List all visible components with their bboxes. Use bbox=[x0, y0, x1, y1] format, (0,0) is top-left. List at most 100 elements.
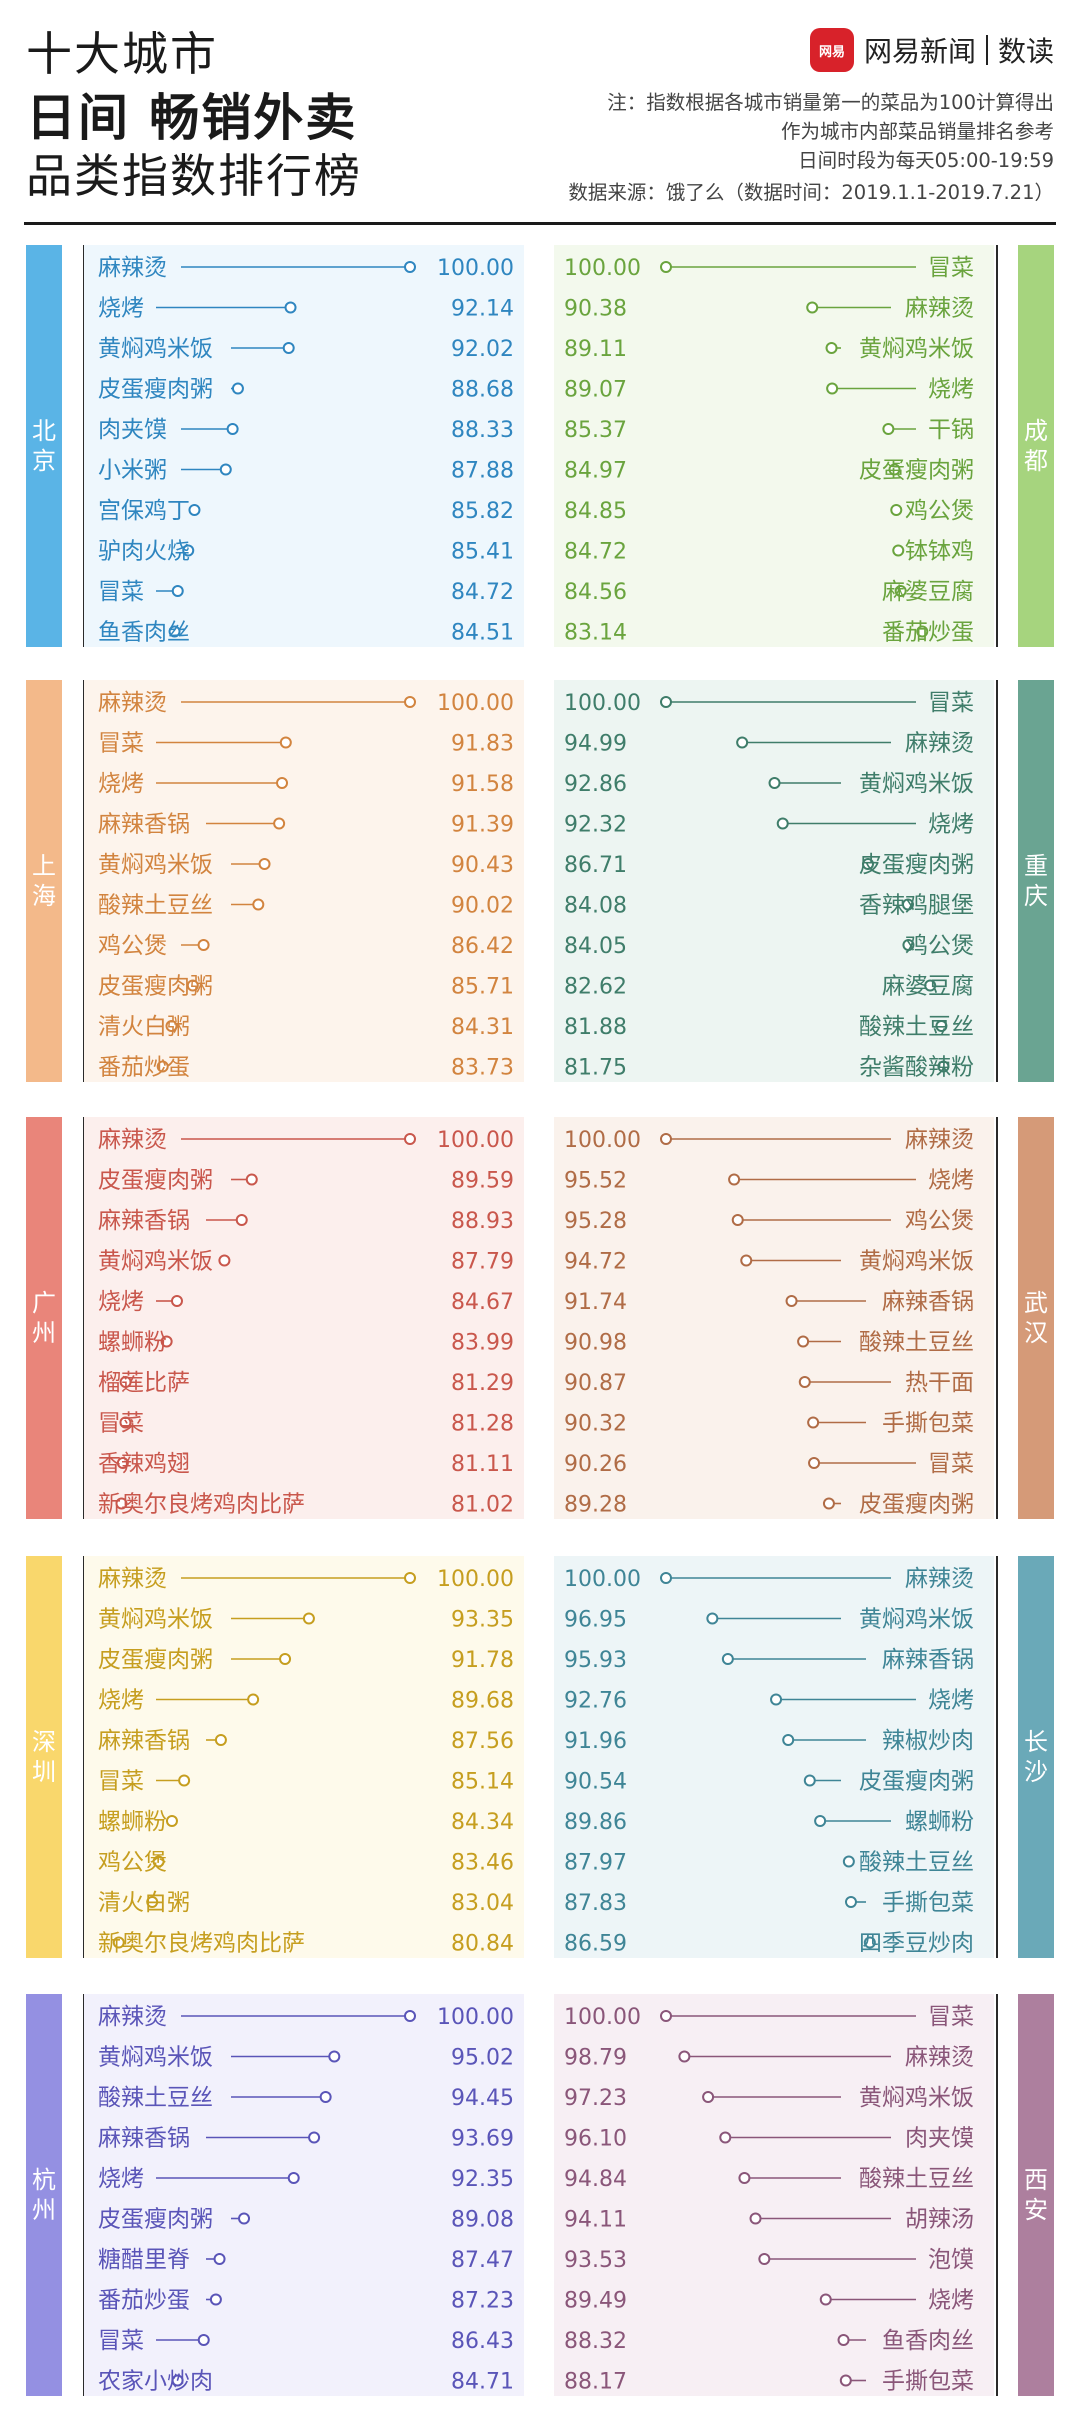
value-label: 85.71 bbox=[451, 975, 514, 1000]
lollipop-dot bbox=[186, 979, 199, 992]
dish-label: 皮蛋瘦肉粥 bbox=[859, 1769, 974, 1795]
dish-label: 香辣鸡腿堡 bbox=[859, 893, 974, 919]
value-label: 83.73 bbox=[451, 1056, 514, 1081]
lollipop-dot bbox=[302, 1612, 315, 1625]
dish-label: 烧烤 bbox=[928, 2288, 974, 2314]
value-label: 81.75 bbox=[564, 1056, 627, 1081]
dish-label: 新奥尔良烤鸡肉比萨 bbox=[98, 1492, 305, 1518]
city-band-6: 深圳 bbox=[26, 1556, 62, 1958]
lollipop-dot bbox=[731, 1214, 744, 1226]
dish-label: 宫保鸡丁 bbox=[98, 498, 190, 524]
ranking-chart-2: 麻辣烫 100.00 冒菜 91.83 烧烤 91.58 麻辣香锅 91.39 黄焖鸡米饭 90.… bbox=[84, 680, 524, 1082]
value-label: 86.71 bbox=[564, 853, 627, 878]
value-label: 88.93 bbox=[451, 1209, 514, 1234]
city-name: 广州 bbox=[32, 1289, 56, 1347]
lollipop-dot bbox=[116, 1457, 129, 1469]
dish-label: 肉夹馍 bbox=[98, 417, 167, 443]
value-label: 84.67 bbox=[451, 1290, 514, 1315]
value-label: 91.78 bbox=[451, 1648, 514, 1673]
lollipop-dot bbox=[660, 2010, 672, 2022]
value-label: 90.38 bbox=[564, 297, 627, 322]
value-label: 91.39 bbox=[451, 813, 514, 838]
value-label: 84.05 bbox=[564, 934, 627, 959]
panel-background bbox=[554, 245, 994, 647]
lollipop-dot bbox=[785, 1295, 798, 1307]
value-label: 92.86 bbox=[564, 772, 627, 797]
dish-label: 鸡公煲 bbox=[905, 933, 974, 959]
value-label: 85.37 bbox=[564, 418, 627, 443]
lollipop-dot bbox=[738, 2172, 751, 2184]
value-label: 91.83 bbox=[451, 732, 514, 757]
brand-name: 网易新闻 bbox=[863, 35, 976, 68]
lollipop-dot bbox=[245, 1173, 258, 1186]
value-label: 92.02 bbox=[451, 337, 514, 362]
value-label: 94.99 bbox=[564, 732, 627, 757]
lollipop-dot bbox=[660, 696, 672, 708]
dish-label: 麻辣香锅 bbox=[98, 1208, 190, 1234]
value-label: 86.43 bbox=[451, 2329, 514, 2354]
value-label: 84.56 bbox=[564, 580, 627, 605]
lollipop-dot bbox=[826, 382, 839, 395]
value-label: 87.88 bbox=[451, 459, 514, 484]
dish-label: 皮蛋瘦肉粥 bbox=[98, 2207, 213, 2233]
city-band-2: 上海 bbox=[26, 680, 62, 1082]
dish-label: 皮蛋瘦肉粥 bbox=[98, 974, 213, 1000]
city-band-4: 广州 bbox=[26, 1117, 62, 1519]
value-label: 88.17 bbox=[564, 2370, 627, 2395]
dish-label: 烧烤 bbox=[98, 1688, 144, 1714]
dish-label: 冒菜 bbox=[928, 2004, 974, 2030]
dish-label: 糖醋里脊 bbox=[98, 2247, 190, 2273]
lollipop-dot bbox=[171, 2374, 184, 2387]
dish-label: 麻辣烫 bbox=[905, 2045, 974, 2071]
panel-background bbox=[84, 1117, 524, 1519]
value-label: 84.97 bbox=[564, 459, 627, 484]
lollipop-dot bbox=[758, 2253, 771, 2265]
lollipop-dot bbox=[807, 1416, 820, 1429]
dish-label: 皮蛋瘦肉粥 bbox=[859, 852, 974, 878]
value-label: 84.85 bbox=[564, 499, 627, 524]
data-source: 数据来源：饿了么（数据时间：2019.1.1-2019.7.21） bbox=[568, 181, 1054, 204]
dish-label: 肉夹馍 bbox=[905, 2126, 974, 2152]
dish-label: 麻辣烫 bbox=[905, 296, 974, 322]
note-line-3: 日间时段为每天05:00-19:59 bbox=[798, 149, 1054, 172]
panel-axis-line bbox=[996, 680, 998, 1082]
lollipop-dot bbox=[273, 817, 286, 830]
city-band-9: 西安 bbox=[1018, 1994, 1054, 2396]
dish-label: 麻辣烫 bbox=[905, 1566, 974, 1592]
dish-label: 鱼香肉丝 bbox=[882, 2328, 974, 2354]
lollipop-dot bbox=[197, 939, 210, 951]
lollipop-dot bbox=[797, 1335, 810, 1348]
lollipop-dot bbox=[252, 898, 265, 911]
lollipop-dot bbox=[219, 463, 232, 476]
dish-label: 四季豆炒肉 bbox=[859, 1931, 974, 1957]
lollipop-dot bbox=[844, 1896, 857, 1908]
lollipop-dot bbox=[749, 2212, 762, 2225]
lollipop-dot bbox=[404, 696, 416, 708]
lollipop-dot bbox=[197, 2334, 210, 2346]
lollipop-dot bbox=[231, 382, 244, 395]
city-band-7: 长沙 bbox=[1018, 1556, 1054, 1958]
lollipop-dot bbox=[892, 544, 905, 557]
value-label: 95.28 bbox=[564, 1209, 627, 1234]
city-name: 北京 bbox=[32, 417, 56, 475]
dish-label: 酸辣土豆丝 bbox=[859, 2166, 974, 2192]
dish-label: 鸡公煲 bbox=[98, 933, 167, 959]
netease-logo-icon: 网易 bbox=[809, 28, 854, 72]
dish-label: 冒菜 bbox=[98, 579, 144, 605]
value-label: 98.79 bbox=[564, 2046, 627, 2071]
value-label: 93.69 bbox=[451, 2127, 514, 2152]
value-label: 92.32 bbox=[564, 813, 627, 838]
city-name: 西安 bbox=[1024, 2166, 1048, 2224]
lollipop-dot bbox=[822, 1497, 835, 1510]
panel-background bbox=[84, 680, 524, 1082]
dish-label: 烧烤 bbox=[98, 1289, 144, 1315]
lollipop-dot bbox=[404, 1572, 416, 1584]
lollipop-dot bbox=[678, 2050, 691, 2063]
lollipop-dot bbox=[258, 858, 271, 870]
lollipop-dot bbox=[146, 1896, 159, 1908]
value-label: 89.59 bbox=[451, 1169, 514, 1194]
lollipop-dot bbox=[721, 1653, 734, 1665]
value-label: 100.00 bbox=[564, 2005, 641, 2030]
lollipop-dot bbox=[178, 1774, 191, 1787]
dish-label: 酸辣土豆丝 bbox=[859, 1330, 974, 1356]
